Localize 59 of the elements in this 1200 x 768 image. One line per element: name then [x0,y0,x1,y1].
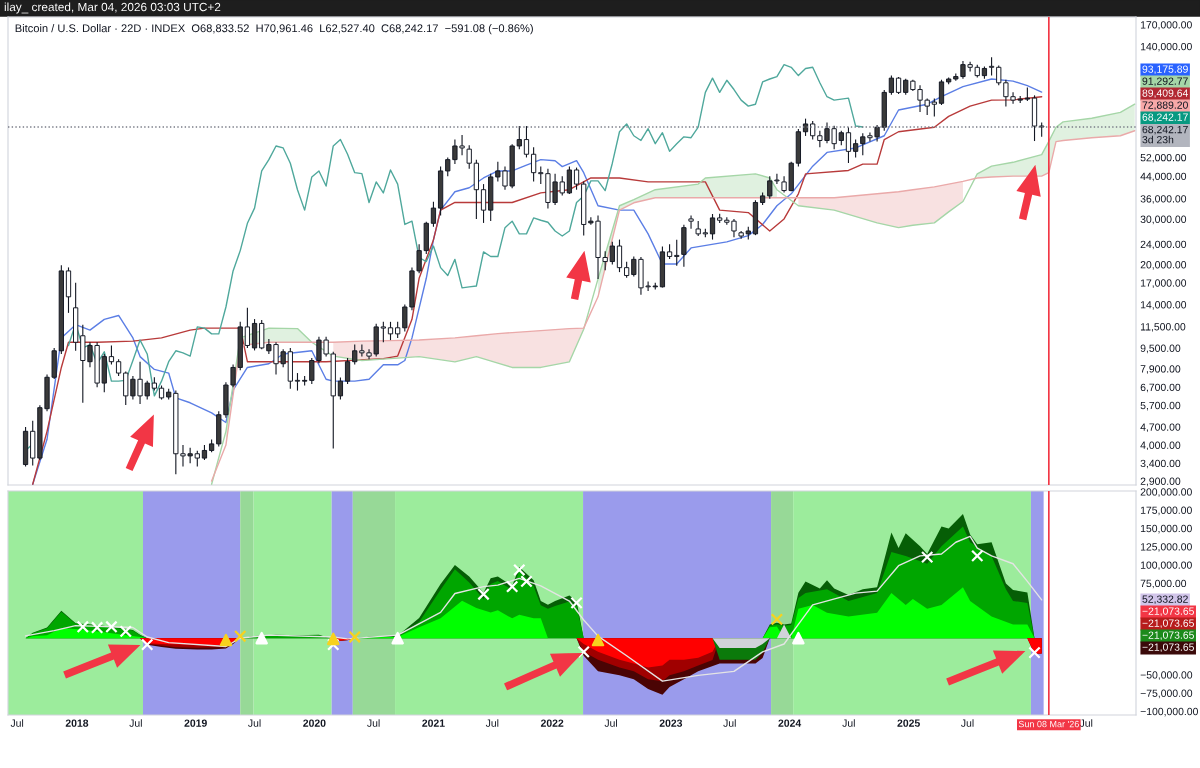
text: −21,073.65 [1142,631,1194,641]
x-tick-label: Jul [723,719,736,727]
y-tick-label: 125,000.00 [1140,543,1192,552]
y-tick-label: 24,000.00 [1140,240,1187,250]
y-tick-label: 17,000.00 [1140,279,1187,288]
x-tick-label: 2025 [897,719,920,727]
y-tick-label: 9,500.00 [1140,344,1181,354]
y-tick-label: 200,000.00 [1140,488,1192,497]
x-tick-label: Jul [842,719,855,727]
x-tick-label: 2019 [184,719,207,727]
y-tick-label: −75,000.00 [1140,689,1193,699]
text: 68,242.17 3d 23h [1142,125,1188,144]
x-tick-label: 2023 [659,719,683,727]
y-tick-label: 6,700.00 [1140,383,1181,393]
x-tick-label: 2018 [65,719,89,727]
y-tick-label: 52,000.00 [1140,153,1187,163]
y-tick-label: 5,700.00 [1140,401,1181,411]
x-tick-label: Jul [248,719,261,727]
y-tick-label: 170,000.00 [1140,21,1192,30]
text: 72,889.20 [1142,101,1188,111]
text: 89,409.64 [1142,89,1189,99]
x-tick-label: Jul [485,719,499,727]
x-tick-label: 2024 [778,719,802,727]
x-tick-label: Jul [10,719,24,727]
text: 68,242.17 [1142,113,1188,123]
text: −21,073.65 [1142,607,1194,617]
x-tick-label: Jul [961,719,974,727]
y-tick-label: 100,000.00 [1140,561,1192,571]
y-tick-label: 4,700.00 [1140,423,1181,433]
y-tick-label: 7,900.00 [1140,365,1181,374]
y-tick-label: 14,000.00 [1140,301,1187,310]
text: −21,073.65 [1142,643,1194,653]
text: −21,073.65 [1142,619,1194,629]
y-tick-label: 150,000.00 [1140,524,1192,534]
y-tick-label: 44,000.00 [1140,172,1187,182]
x-tick-label: Jul [604,719,617,727]
text: Bitcoin / U.S. Dollar · 22D · INDEX O68,833.52 H70,961.46 L62,527.40 C68,242.17 −591.08 (−0.86%) [15,24,533,35]
y-tick-label: 3,400.00 [1140,459,1181,469]
x-tick-label: Jul [129,719,142,727]
x-tick-label: 2020 [303,719,326,727]
x-tick-label: 2022 [540,719,564,727]
y-tick-label: 175,000.00 [1140,506,1192,516]
y-tick-label: 11,500.00 [1140,323,1186,332]
y-tick-label: −50,000.00 [1140,671,1193,680]
chart-title: ilay_ created, Mar 04, 2026 03:03 UTC+2 [4,2,221,14]
y-tick-label: 20,000.00 [1140,261,1187,270]
text: 91,292.77 [1142,77,1188,87]
x-tick-label: 2021 [422,719,445,727]
y-tick-label: −100,000.00 [1140,707,1198,717]
y-tick-label: 2,900.00 [1140,477,1181,487]
x-tick-label: Jul [367,719,380,727]
y-tick-label: 30,000.00 [1140,215,1187,225]
text: 93,175.89 [1142,65,1188,75]
y-tick-label: 75,000.00 [1140,579,1187,589]
ref-line-label: Sun 08 Mar '26 [1018,720,1079,728]
text: 52,332.82 [1142,595,1188,605]
y-tick-label: 140,000.00 [1140,42,1192,52]
y-tick-label: 4,000.00 [1140,441,1181,451]
y-tick-label: 36,000.00 [1140,195,1187,204]
